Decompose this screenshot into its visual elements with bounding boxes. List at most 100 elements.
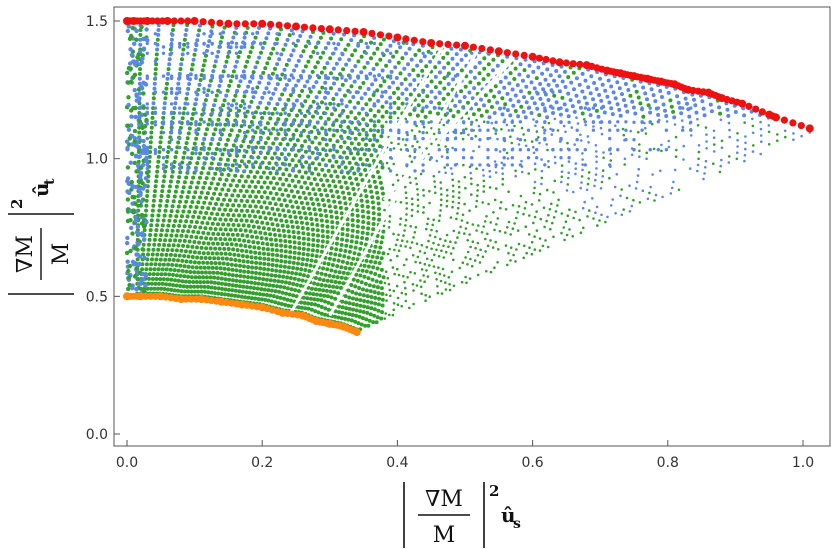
green-region-point <box>366 215 371 220</box>
blue-region-point <box>425 84 430 88</box>
blue-region-point <box>513 93 518 98</box>
x-tick-label: 0.4 <box>386 455 408 471</box>
green-region-point <box>379 267 384 272</box>
green-region-point <box>259 287 264 292</box>
green-region-point <box>261 70 266 75</box>
green-region-point <box>315 182 320 187</box>
green-region-point <box>465 281 468 285</box>
green-region-point <box>438 80 443 85</box>
green-region-point <box>319 218 324 223</box>
green-region-point <box>377 296 381 301</box>
green-region-point <box>425 227 428 231</box>
blue-region-point <box>759 134 763 137</box>
blue-region-point <box>340 156 344 160</box>
green-region-point <box>371 284 376 289</box>
green-region-point <box>175 228 180 233</box>
green-region-point <box>273 273 278 278</box>
green-region-point <box>444 250 448 254</box>
blue-region-point <box>324 90 328 94</box>
green-region-point <box>202 58 207 63</box>
green-region-point <box>205 127 209 132</box>
blue-region-point <box>405 163 409 167</box>
green-region-point <box>321 50 326 55</box>
green-region-point <box>379 134 384 139</box>
blue-region-point <box>388 120 393 124</box>
blue-region-point <box>459 57 464 62</box>
green-region-point <box>514 169 517 173</box>
blue-region-point <box>337 87 342 92</box>
green-region-point <box>310 171 315 176</box>
blue-region-point <box>202 32 206 36</box>
blue-region-point <box>179 62 184 67</box>
blue-region-point <box>161 111 166 115</box>
green-region-point <box>410 197 414 201</box>
green-region-point <box>161 179 166 184</box>
blue-region-point <box>495 100 500 105</box>
blue-region-point <box>194 166 198 171</box>
green-region-point <box>355 278 360 283</box>
green-region-point <box>233 293 238 298</box>
blue-region-point <box>574 76 579 81</box>
blue-region-point <box>457 99 462 104</box>
blue-region-point <box>340 51 344 55</box>
blue-region-point <box>632 120 636 125</box>
green-region-point <box>144 198 149 203</box>
green-region-point <box>405 240 409 243</box>
green-region-point <box>311 114 315 119</box>
blue-region-point <box>210 156 214 160</box>
blue-region-point <box>543 106 547 110</box>
green-region-point <box>632 198 635 202</box>
blue-region-point <box>567 148 571 152</box>
blue-region-point <box>453 74 458 78</box>
upper-boundary-point <box>444 40 452 49</box>
green-region-point <box>164 282 169 287</box>
blue-region-point <box>331 31 336 36</box>
green-region-point <box>360 204 365 208</box>
green-region-point <box>317 187 322 192</box>
green-region-point <box>171 223 176 228</box>
region-point <box>136 241 141 247</box>
region-point <box>140 53 145 58</box>
green-region-point <box>250 179 255 184</box>
blue-region-point <box>161 130 166 135</box>
green-region-point <box>376 308 381 313</box>
upper-boundary-point <box>654 77 662 85</box>
green-region-point <box>393 248 396 252</box>
green-region-point <box>375 255 380 260</box>
green-region-point <box>346 42 351 47</box>
region-point <box>140 181 145 186</box>
green-region-point <box>307 291 312 296</box>
green-region-point <box>366 264 371 269</box>
blue-region-point <box>584 123 587 127</box>
green-region-point <box>360 230 365 235</box>
green-region-point <box>323 306 328 311</box>
green-region-point <box>375 170 380 174</box>
blue-region-point <box>428 59 433 64</box>
blue-region-point <box>605 94 610 99</box>
green-region-point <box>442 244 445 248</box>
green-region-point <box>246 223 251 228</box>
blue-region-point <box>564 130 567 134</box>
green-region-point <box>181 209 186 214</box>
blue-region-point <box>356 163 360 167</box>
green-region-point <box>425 94 430 99</box>
blue-region-point <box>289 53 294 58</box>
green-region-point <box>228 237 232 242</box>
green-region-point <box>369 40 373 45</box>
blue-region-point <box>583 106 587 110</box>
blue-region-point <box>421 130 425 135</box>
green-region-point <box>412 236 415 239</box>
green-region-point <box>311 238 316 242</box>
green-region-point <box>213 291 217 296</box>
green-region-point <box>245 59 250 64</box>
green-region-point <box>168 179 173 184</box>
green-region-point <box>279 248 284 253</box>
blue-region-point <box>518 163 523 167</box>
blue-region-point <box>360 106 365 111</box>
upper-boundary-point <box>258 19 267 28</box>
blue-region-point <box>299 102 304 106</box>
green-region-point <box>232 158 237 163</box>
green-region-point <box>188 204 193 209</box>
blue-region-point <box>291 148 295 152</box>
blue-region-point <box>291 166 295 171</box>
